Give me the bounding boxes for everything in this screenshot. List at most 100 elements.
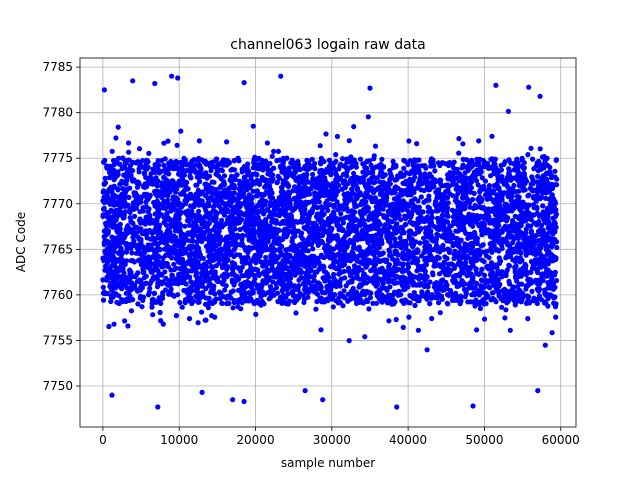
data-point	[520, 265, 526, 271]
data-point	[512, 199, 518, 205]
data-point	[387, 181, 393, 187]
data-point	[491, 297, 498, 303]
data-point	[534, 179, 540, 185]
data-point	[292, 272, 298, 278]
data-point	[216, 256, 222, 262]
data-point	[182, 300, 188, 306]
data-point	[211, 164, 218, 170]
data-point	[415, 216, 421, 222]
data-point	[191, 298, 197, 304]
data-point	[222, 287, 228, 293]
data-point	[516, 188, 522, 194]
data-point	[495, 277, 501, 283]
data-point	[115, 223, 121, 229]
data-point	[250, 239, 256, 245]
data-point	[517, 259, 523, 265]
data-point	[454, 166, 460, 172]
data-point	[537, 146, 543, 152]
data-point	[310, 246, 316, 252]
data-point	[105, 290, 111, 297]
data-point	[353, 192, 359, 198]
data-point	[346, 338, 352, 344]
data-point	[449, 207, 455, 213]
data-point	[466, 271, 472, 277]
data-point	[515, 270, 522, 276]
data-point	[536, 158, 542, 164]
data-point	[107, 163, 113, 169]
data-point	[180, 161, 186, 167]
data-point	[154, 163, 160, 169]
data-point	[258, 259, 264, 265]
data-point	[538, 166, 544, 172]
data-point	[248, 291, 254, 297]
data-point	[422, 257, 428, 263]
data-point	[450, 243, 456, 249]
data-point	[143, 204, 149, 210]
data-point	[267, 194, 273, 200]
data-point	[425, 204, 431, 210]
data-point	[357, 282, 363, 288]
data-point	[375, 293, 381, 299]
data-point	[241, 244, 248, 250]
data-point	[331, 271, 337, 278]
data-point	[289, 288, 295, 294]
data-point	[204, 259, 210, 265]
data-point	[236, 158, 242, 164]
data-point	[514, 193, 520, 199]
data-point	[149, 304, 155, 310]
data-point	[419, 163, 425, 169]
data-point	[415, 221, 421, 227]
data-point	[513, 203, 520, 209]
data-point	[445, 200, 451, 206]
data-point	[164, 238, 170, 245]
data-point	[187, 274, 193, 280]
data-point	[196, 208, 202, 214]
data-point	[259, 249, 265, 255]
data-point	[473, 266, 479, 272]
data-point	[394, 257, 400, 263]
data-point	[127, 215, 133, 221]
data-point	[324, 166, 330, 172]
data-point	[425, 284, 431, 290]
data-point	[408, 210, 414, 216]
data-point	[215, 162, 221, 168]
data-point	[439, 212, 445, 218]
data-point	[427, 300, 433, 307]
data-point	[100, 290, 106, 296]
data-point	[498, 162, 504, 169]
data-point	[147, 285, 153, 291]
data-point	[222, 194, 229, 200]
data-point	[489, 234, 495, 240]
data-point	[456, 150, 462, 156]
data-point	[239, 166, 245, 172]
data-point	[342, 185, 348, 191]
data-point	[480, 297, 486, 303]
data-point	[126, 157, 132, 163]
data-point	[263, 273, 269, 279]
data-point	[102, 157, 108, 164]
data-point	[340, 293, 346, 300]
data-point	[234, 210, 240, 216]
data-point	[399, 230, 405, 236]
data-point	[336, 182, 342, 188]
data-point	[516, 288, 522, 294]
data-point	[519, 281, 525, 287]
data-point	[553, 157, 560, 163]
data-point	[208, 239, 214, 245]
data-point	[271, 273, 277, 280]
data-point	[260, 263, 266, 269]
data-point	[499, 304, 505, 310]
data-point	[551, 295, 557, 301]
data-point	[511, 182, 517, 189]
data-point	[432, 168, 438, 174]
data-point	[436, 300, 442, 306]
data-point	[364, 247, 370, 253]
data-point	[388, 297, 394, 303]
data-point	[507, 168, 513, 174]
data-point	[105, 230, 111, 236]
data-point	[503, 255, 509, 261]
data-point	[105, 258, 111, 264]
data-point	[428, 163, 434, 169]
data-point	[154, 183, 160, 189]
data-point	[385, 227, 391, 233]
